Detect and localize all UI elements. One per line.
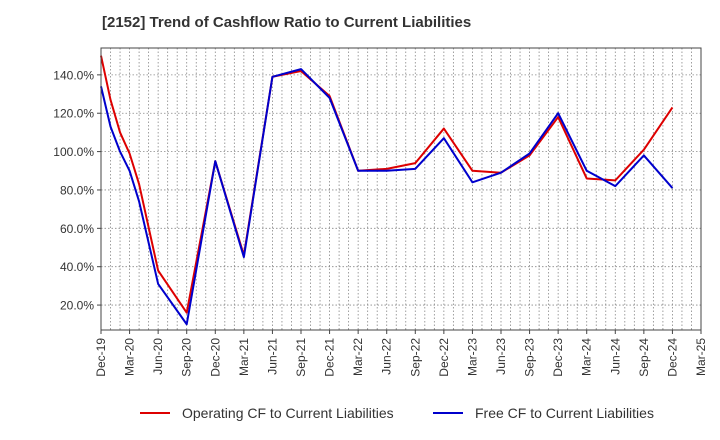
chart-title: [2152] Trend of Cashflow Ratio to Curren…: [102, 14, 472, 31]
axis-layer: 20.0% 40.0% 60.0% 80.0% 100.0% 120.0% 140.0% De…: [53, 47, 708, 377]
x-tick-label: Mar-23: [465, 338, 479, 376]
legend-swatch-operating-cf: [140, 412, 170, 414]
y-tick-label: 100.0%: [53, 145, 94, 159]
y-tick-label: 140.0%: [53, 68, 94, 82]
x-tick-label: Mar-22: [351, 338, 365, 376]
x-tick-label: Dec-22: [437, 338, 451, 377]
legend-item-operating-cf: Operating CF to Current Liabilities: [140, 405, 394, 421]
y-tick-label: 20.0%: [60, 299, 94, 313]
x-tick-label: Jun-21: [265, 338, 279, 375]
x-tick-label: Sep-24: [637, 338, 651, 377]
x-tick-label: Dec-19: [94, 338, 108, 377]
grid-layer: [101, 48, 701, 330]
x-tick-label: Dec-21: [323, 338, 337, 377]
x-tick-label: Jun-22: [380, 338, 394, 375]
x-tick-label: Dec-23: [551, 338, 565, 377]
legend-item-free-cf: Free CF to Current Liabilities: [433, 405, 654, 421]
x-tick-label: Jun-24: [608, 338, 622, 375]
x-tick-label: Mar-20: [123, 338, 137, 376]
x-tick-label: Sep-22: [408, 338, 422, 377]
y-tick-label: 120.0%: [53, 107, 94, 121]
y-tick-label: 40.0%: [60, 260, 94, 274]
x-tick-label: Mar-24: [580, 338, 594, 376]
legend-swatch-free-cf: [433, 412, 463, 414]
x-tick-label: Sep-21: [294, 338, 308, 377]
x-tick-label: Dec-20: [208, 338, 222, 377]
x-tick-label: Sep-20: [180, 338, 194, 377]
series-line-free-cf: [100, 68, 674, 326]
legend-label-free-cf: Free CF to Current Liabilities: [475, 405, 654, 421]
plot-frame: [100, 47, 702, 331]
x-tick-label: Mar-25: [694, 338, 708, 376]
y-tick-label: 60.0%: [60, 222, 94, 236]
x-tick-label: Dec-24: [665, 338, 679, 377]
x-tick-label: Sep-23: [523, 338, 537, 377]
x-tick-label: Jun-20: [151, 338, 165, 375]
x-tick-label: Jun-23: [494, 338, 508, 375]
y-tick-label: 80.0%: [60, 183, 94, 197]
x-tick-label: Mar-21: [237, 338, 251, 376]
legend-label-operating-cf: Operating CF to Current Liabilities: [182, 405, 394, 421]
series-layer: [100, 55, 674, 326]
